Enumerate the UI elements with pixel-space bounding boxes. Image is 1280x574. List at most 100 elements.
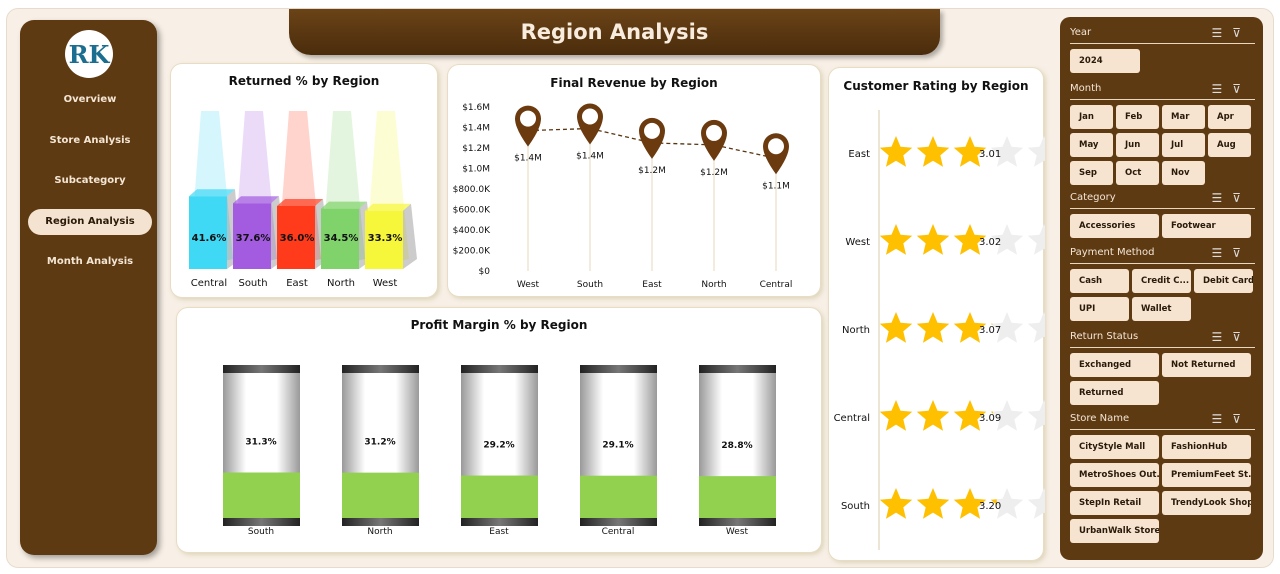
star-filled-icon [916,312,950,343]
filter-panel: Year ☰⊽ 2024 Month ☰⊽ Jan Feb Mar Apr May Jun Jul Au… [1060,17,1263,560]
star-filled-icon [990,411,994,414]
data-label: 37.6% [236,233,271,244]
nav-overview[interactable]: Overview [63,94,117,105]
x-tick-label: Central [191,278,227,289]
filter-chip-store[interactable]: FashionHub [1162,435,1251,459]
cylinder-base [580,518,657,526]
data-label: 28.8% [721,441,752,451]
filter-chip-month[interactable]: Jun [1116,133,1159,157]
multi-select-icon[interactable]: ☰ [1211,412,1233,426]
y-tick-label: $1.0M [462,165,490,175]
filter-chip-payment[interactable]: Wallet [1132,297,1191,321]
y-tick-label: $200.0K [453,247,491,257]
filter-chip-payment[interactable]: UPI [1070,297,1129,321]
star-filled-icon [916,488,950,519]
filter-chip-month[interactable]: Apr [1208,105,1251,129]
data-label: 3.01 [979,149,1001,160]
clear-filter-icon[interactable]: ⊽ [1232,191,1251,205]
filter-chip-return_status[interactable]: Returned [1070,381,1159,405]
nav-month-analysis[interactable]: Month Analysis [46,256,134,267]
cylinder-base [461,518,538,526]
multi-select-icon[interactable]: ☰ [1211,330,1233,344]
filter-chip-return_status[interactable]: Exchanged [1070,353,1159,377]
bar [223,472,300,518]
filter-chip-month[interactable]: Feb [1116,105,1159,129]
clear-filter-icon[interactable]: ⊽ [1232,330,1251,344]
filter-chip-month[interactable]: Nov [1162,161,1205,185]
nav-subcategory[interactable]: Subcategory [54,175,126,186]
filter-chip-month[interactable]: Oct [1116,161,1159,185]
clear-filter-icon[interactable]: ⊽ [1232,26,1251,40]
star-filled-icon [879,400,913,431]
bar [580,475,657,518]
clear-filter-icon[interactable]: ⊽ [1232,82,1251,96]
star-filled-icon [953,136,987,167]
filter-chip-store[interactable]: MetroShoes Out... [1070,463,1159,487]
filter-chip-year[interactable]: 2024 [1070,49,1140,73]
pin-hole [644,122,660,139]
cylinder-base [223,518,300,526]
filter-chip-payment[interactable]: Debit Card [1194,269,1253,293]
bar-top [365,203,411,211]
filter-chip-payment[interactable]: Cash [1070,269,1129,293]
filter-chip-store[interactable]: PremiumFeet St... [1162,463,1251,487]
multi-select-icon[interactable]: ☰ [1211,246,1233,260]
star-empty-icon [990,400,1024,431]
x-tick-label: North [327,278,355,289]
y-tick-label: $1.6M [462,103,490,113]
filter-chip-store[interactable]: UrbanWalk Store [1070,519,1159,543]
nav-store-analysis[interactable]: Store Analysis [49,134,131,146]
filter-chip-store[interactable]: CityStyle Mall [1070,435,1159,459]
star-empty-icon [1027,488,1045,519]
filter-chip-category[interactable]: Footwear [1162,214,1251,238]
cylinder-cap [699,365,776,373]
filter-chip-category[interactable]: Accessories [1070,214,1159,238]
multi-select-icon[interactable]: ☰ [1211,82,1233,96]
cylinder-cap [461,365,538,373]
filter-chip-return_status[interactable]: Not Returned [1162,353,1251,377]
filter-chip-month[interactable]: Sep [1070,161,1113,185]
star-empty-icon [1027,136,1045,167]
bar [189,196,227,269]
data-label: 3.02 [979,237,1001,248]
star-filled-icon [990,323,993,326]
x-tick-label: West [373,278,398,289]
cylinder-base [342,518,419,526]
filter-chip-store[interactable]: StepIn Retail [1070,491,1159,515]
data-label: 31.3% [245,438,276,448]
clear-filter-icon[interactable]: ⊽ [1232,412,1251,426]
star-filled-icon [916,224,950,255]
y-tick-label: $1.4M [462,124,490,134]
filter-header-store: Store Name ☰⊽ [1070,410,1255,430]
data-label: 3.09 [979,413,1001,424]
filter-chip-month[interactable]: Jul [1162,133,1205,157]
star-filled-icon [953,400,987,431]
x-tick-label: South [248,527,274,537]
nav-region-analysis[interactable]: Region Analysis [28,208,152,235]
filter-chip-payment[interactable]: Credit C... [1132,269,1191,293]
clear-filter-icon[interactable]: ⊽ [1232,246,1251,260]
y-tick-label: North [842,325,870,336]
y-tick-label: East [848,149,870,160]
filter-label: Year [1070,27,1092,38]
cylinder-cap [580,365,657,373]
data-label: 36.0% [280,233,315,244]
filter-chip-month[interactable]: May [1070,133,1113,157]
pin-hole [768,138,784,155]
filter-chip-month[interactable]: Mar [1162,105,1205,129]
star-filled-icon [879,136,913,167]
filter-chip-month[interactable]: Jan [1070,105,1113,129]
bar-top [233,196,279,204]
multi-select-icon[interactable]: ☰ [1211,26,1233,40]
y-tick-label: $1.2M [462,144,490,154]
multi-select-icon[interactable]: ☰ [1211,191,1233,205]
filter-chip-store[interactable]: TrendyLook Shop [1162,491,1251,515]
star-empty-icon [990,312,1024,343]
data-label: $1.2M [638,166,666,176]
filter-chip-month[interactable]: Aug [1208,133,1251,157]
x-tick-label: South [577,280,603,290]
sidebar: RK Overview Store Analysis Subcategory Regi… [20,20,157,555]
star-filled-icon [953,312,987,343]
y-tick-label: West [845,237,870,248]
data-label: $1.2M [700,168,728,178]
